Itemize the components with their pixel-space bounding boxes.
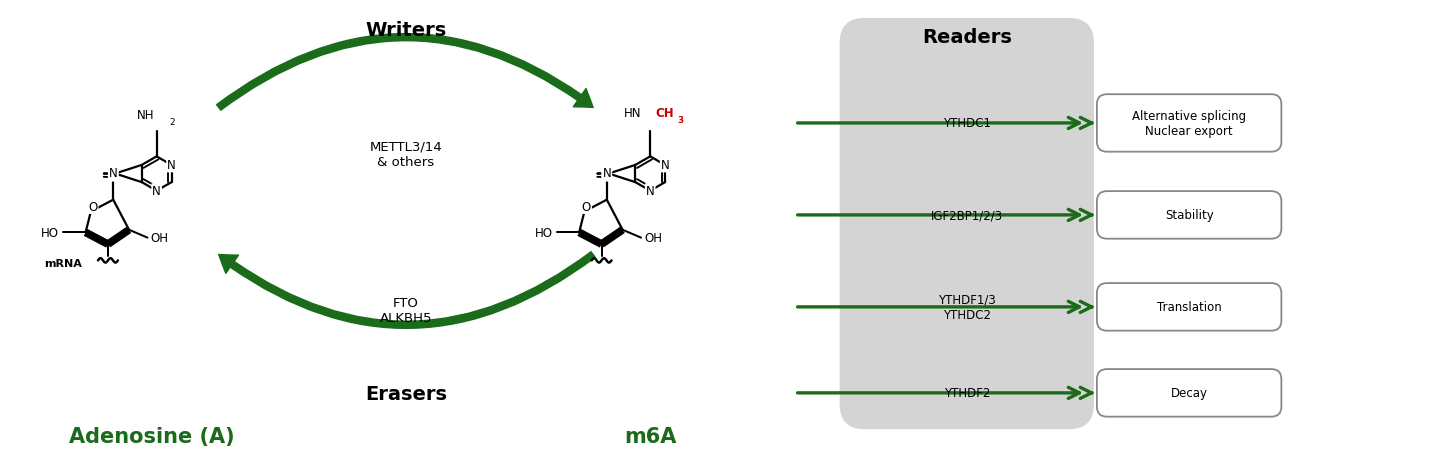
Text: N: N xyxy=(109,168,118,181)
Text: HN: HN xyxy=(624,107,641,120)
Text: Readers: Readers xyxy=(923,28,1012,47)
FancyArrowPatch shape xyxy=(218,252,595,329)
FancyBboxPatch shape xyxy=(1096,95,1282,152)
Text: O: O xyxy=(88,200,98,213)
Text: N: N xyxy=(152,185,161,198)
Text: 3: 3 xyxy=(677,116,683,125)
Text: N: N xyxy=(167,159,175,172)
Text: NH: NH xyxy=(137,109,155,122)
Text: mRNA: mRNA xyxy=(45,258,82,268)
FancyBboxPatch shape xyxy=(1096,369,1282,417)
Text: YTHDF2: YTHDF2 xyxy=(944,387,990,400)
Text: OH: OH xyxy=(151,232,168,244)
Text: Alternative splicing
Nuclear export: Alternative splicing Nuclear export xyxy=(1132,110,1246,138)
Text: CH: CH xyxy=(655,107,674,120)
Text: N: N xyxy=(602,167,611,180)
Text: FTO
ALKBH5: FTO ALKBH5 xyxy=(379,297,433,325)
FancyBboxPatch shape xyxy=(1096,283,1282,331)
Text: Translation: Translation xyxy=(1157,301,1221,314)
Text: Stability: Stability xyxy=(1165,209,1213,222)
Text: m6A: m6A xyxy=(624,426,677,446)
FancyBboxPatch shape xyxy=(1096,192,1282,239)
Text: Erasers: Erasers xyxy=(365,384,447,403)
Text: 2: 2 xyxy=(170,118,175,127)
Text: METTL3/14
& others: METTL3/14 & others xyxy=(369,140,443,169)
Text: N: N xyxy=(645,185,655,198)
FancyArrowPatch shape xyxy=(217,34,593,111)
Text: N: N xyxy=(602,168,611,181)
Text: Writers: Writers xyxy=(365,21,447,40)
Text: N: N xyxy=(661,159,670,172)
FancyBboxPatch shape xyxy=(839,19,1094,429)
Text: YTHDC1: YTHDC1 xyxy=(943,117,990,130)
Text: OH: OH xyxy=(644,232,662,244)
Text: HO: HO xyxy=(535,226,553,239)
Text: N: N xyxy=(109,167,118,180)
Text: IGF2BP1/2/3: IGF2BP1/2/3 xyxy=(931,209,1003,222)
Text: Adenosine (A): Adenosine (A) xyxy=(69,426,234,446)
Text: YTHDF1/3
YTHDC2: YTHDF1/3 YTHDC2 xyxy=(938,293,996,321)
Text: O: O xyxy=(582,200,591,213)
Text: HO: HO xyxy=(42,226,59,239)
Text: Decay: Decay xyxy=(1171,387,1207,400)
